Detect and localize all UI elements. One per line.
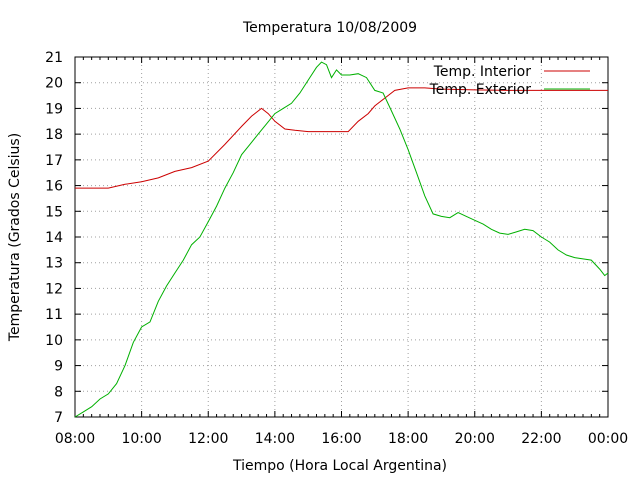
x-tick-label: 20:00 [455,431,495,447]
legend: Temp. Interior Temp. Exterior [429,64,590,98]
legend-label-temp-interior: Temp. Interior [433,64,532,80]
y-tick-label: 10 [45,333,63,349]
y-tick-label: 16 [45,179,63,195]
x-tick-label: 12:00 [188,431,228,447]
x-tick-label: 10:00 [121,431,161,447]
y-tick-label: 18 [45,127,63,143]
grid [75,57,608,417]
y-axis-label: Temperatura (Grados Celsius) [7,133,23,342]
y-tick-label: 15 [45,204,63,220]
y-tick-label: 7 [54,410,63,426]
y-tick-label: 11 [45,307,63,323]
chart-title: Temperatura 10/08/2009 [242,20,417,36]
y-tick-label: 20 [45,76,63,92]
x-tick-label: 08:00 [55,431,95,447]
x-tick-label: 14:00 [255,431,295,447]
y-tick-label: 12 [45,281,63,297]
x-tick-label: 18:00 [388,431,428,447]
x-axis-ticks: 08:00 10:00 12:00 14:00 16:00 18:00 20:00 22:00… [55,57,628,447]
y-tick-label: 13 [45,256,63,272]
x-axis-label: Tiempo (Hora Local Argentina) [232,458,447,474]
x-tick-label: 00:00 [588,431,628,447]
y-tick-label: 21 [45,50,63,66]
series-lines [74,61,609,418]
legend-label-temp-exterior: Temp. Exterior [429,82,532,98]
y-tick-label: 19 [45,101,63,117]
y-tick-label: 8 [54,384,63,400]
series-line-temp-exterior [74,61,609,418]
y-axis-ticks: 7 8 9 10 11 12 13 14 15 16 17 18 19 20 21 [45,50,608,426]
y-tick-label: 9 [54,359,63,375]
x-tick-label: 16:00 [321,431,361,447]
series-line-temp-interior [75,87,608,189]
y-tick-label: 17 [45,153,63,169]
y-tick-label: 14 [45,230,63,246]
x-tick-label: 22:00 [521,431,561,447]
